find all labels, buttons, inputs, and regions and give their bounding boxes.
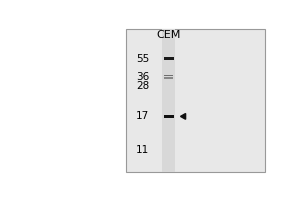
Bar	[163, 29, 175, 172]
Bar	[164, 57, 174, 60]
Text: 11: 11	[136, 145, 149, 155]
Text: 55: 55	[136, 54, 149, 64]
Bar	[164, 115, 174, 118]
Text: 28: 28	[136, 81, 149, 91]
Text: CEM: CEM	[157, 30, 181, 40]
Text: 17: 17	[136, 111, 149, 121]
Text: 36: 36	[136, 72, 149, 82]
Bar	[164, 77, 173, 79]
Polygon shape	[181, 114, 186, 119]
Bar	[126, 29, 266, 172]
Bar	[164, 75, 173, 76]
